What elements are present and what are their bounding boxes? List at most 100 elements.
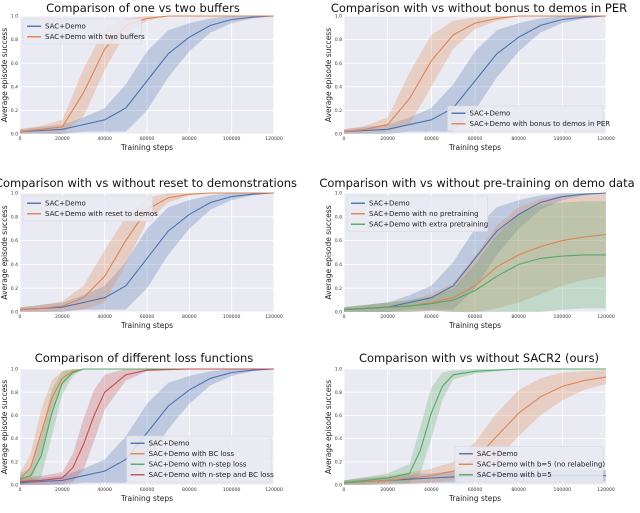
y-tick-label: 0.0 — [335, 132, 342, 138]
series-band-1 — [20, 16, 274, 134]
y-tick-label: 1.0 — [11, 191, 18, 197]
x-tick-label: 0 — [343, 487, 346, 493]
y-tick-label: 0.2 — [11, 108, 18, 114]
x-tick-label: 20000 — [380, 314, 395, 320]
x-tick-label: 0 — [19, 136, 22, 142]
y-tick-label: 0.8 — [335, 214, 342, 220]
y-tick-label: 0.8 — [11, 214, 18, 220]
x-tick-label: 120000 — [265, 136, 283, 142]
y-tick-label: 0.8 — [11, 37, 18, 43]
series-line-1 — [19, 192, 275, 311]
x-tick-label: 40000 — [97, 487, 112, 493]
series-band-2 — [20, 16, 274, 134]
series-band-4 — [20, 369, 274, 485]
series-line-4 — [19, 368, 274, 483]
x-tick-label: 100000 — [223, 487, 241, 493]
x-tick-label: 120000 — [265, 314, 283, 320]
y-axis-label: Average episode success — [324, 28, 333, 122]
x-axis-label: Training steps — [120, 143, 173, 152]
y-tick-label: 0.2 — [11, 459, 18, 465]
y-tick-label: 0.8 — [335, 37, 342, 43]
x-axis-label: Training steps — [120, 494, 173, 503]
series-line-2 — [343, 15, 606, 133]
x-tick-label: 120000 — [265, 487, 283, 493]
x-tick-label: 20000 — [55, 314, 70, 320]
y-tick-label: 1.0 — [335, 367, 342, 373]
x-axis-label: Training steps — [448, 321, 501, 330]
x-tick-label: 20000 — [55, 487, 70, 493]
y-tick-label: 0.8 — [11, 390, 18, 396]
legend-label: SAC+Demo — [45, 23, 86, 31]
chart-title: Comparison with vs without reset to demo… — [0, 176, 297, 190]
chart-title: Comparison with vs without bonus to demo… — [331, 1, 627, 15]
y-tick-label: 0.2 — [335, 286, 342, 292]
legend-label: SAC+Demo with BC loss — [149, 450, 235, 458]
x-tick-label: 100000 — [554, 314, 572, 320]
legend-label: SAC+Demo with reset to demos — [45, 210, 158, 218]
y-tick-label: 0.4 — [335, 84, 342, 90]
x-tick-label: 40000 — [97, 314, 112, 320]
x-tick-label: 100000 — [554, 487, 572, 493]
y-tick-label: 0.4 — [335, 436, 342, 442]
legend-label: SAC+Demo with no pretraining — [369, 210, 479, 218]
x-tick-label: 20000 — [55, 136, 70, 142]
y-tick-label: 0.6 — [335, 238, 342, 244]
series-band-3 — [344, 201, 606, 312]
y-axis-label: Average episode success — [0, 205, 9, 299]
series-band-2 — [344, 16, 606, 134]
legend-box — [346, 195, 488, 232]
y-tick-label: 0.4 — [11, 84, 18, 90]
legend-label: SAC+Demo with bonus to demos in PER — [470, 120, 611, 128]
y-axis-label: Average episode success — [324, 205, 333, 299]
legend-label: SAC+Demo — [470, 110, 511, 118]
legend-box — [126, 435, 272, 483]
x-axis-label: Training steps — [448, 143, 501, 152]
x-tick-label: 80000 — [511, 487, 526, 493]
chart-panel-1: 0 20000 40000 60000 80000 100000 120000 0.0 0.2 0… — [0, 1, 283, 152]
legend-label: SAC+Demo — [477, 450, 518, 458]
y-tick-label: 1.0 — [11, 367, 18, 373]
x-tick-label: 40000 — [97, 136, 112, 142]
chart-title: Comparison with vs without SACR2 (ours) — [359, 351, 599, 365]
series-band-1 — [344, 193, 606, 312]
y-tick-label: 0.6 — [335, 413, 342, 419]
x-tick-label: 60000 — [140, 487, 155, 493]
y-tick-label: 0.2 — [11, 286, 18, 292]
x-tick-label: 60000 — [468, 314, 483, 320]
chart-panel-2: 0 20000 40000 60000 80000 100000 120000 0.0 0.2 0… — [324, 1, 627, 152]
chart-title: Comparison with vs without pre-training … — [319, 176, 634, 190]
x-tick-label: 40000 — [424, 487, 439, 493]
series-line-1 — [19, 368, 275, 484]
x-tick-label: 60000 — [140, 314, 155, 320]
legend-label: SAC+Demo with two buffers — [45, 33, 145, 41]
x-tick-label: 80000 — [182, 136, 197, 142]
y-tick-label: 1.0 — [11, 14, 18, 20]
x-tick-label: 0 — [343, 314, 346, 320]
series-band-1 — [344, 16, 606, 134]
series-line-1 — [343, 15, 607, 133]
legend-label: SAC+Demo — [369, 200, 410, 208]
x-tick-label: 0 — [19, 314, 22, 320]
y-tick-label: 0.6 — [11, 413, 18, 419]
x-tick-label: 100000 — [223, 314, 241, 320]
chart-panel-4: 0 20000 40000 60000 80000 100000 120000 0.0 0.2 0… — [319, 176, 634, 330]
legend-box — [447, 105, 604, 132]
x-tick-label: 0 — [343, 136, 346, 142]
y-tick-label: 0.4 — [11, 262, 18, 268]
series-band-1 — [20, 369, 274, 485]
x-axis-label: Training steps — [120, 321, 173, 330]
chart-panel-3: 0 20000 40000 60000 80000 100000 120000 0.0 0.2 0… — [0, 176, 297, 330]
x-tick-label: 80000 — [511, 314, 526, 320]
x-tick-label: 40000 — [424, 314, 439, 320]
legend-box — [454, 446, 604, 483]
series-band-2 — [344, 193, 606, 312]
x-tick-label: 60000 — [468, 487, 483, 493]
x-tick-label: 80000 — [182, 314, 197, 320]
chart-title: Comparison of different loss functions — [35, 351, 254, 365]
series-line-3 — [343, 254, 606, 311]
legend-label: SAC+Demo with b=5 (no relabeling) — [477, 461, 606, 469]
series-band-1 — [20, 193, 274, 312]
y-tick-label: 0.2 — [335, 459, 342, 465]
x-tick-label: 100000 — [554, 136, 572, 142]
chart-panel-5: 0 20000 40000 60000 80000 100000 120000 0.0 0.2 0… — [0, 351, 283, 503]
